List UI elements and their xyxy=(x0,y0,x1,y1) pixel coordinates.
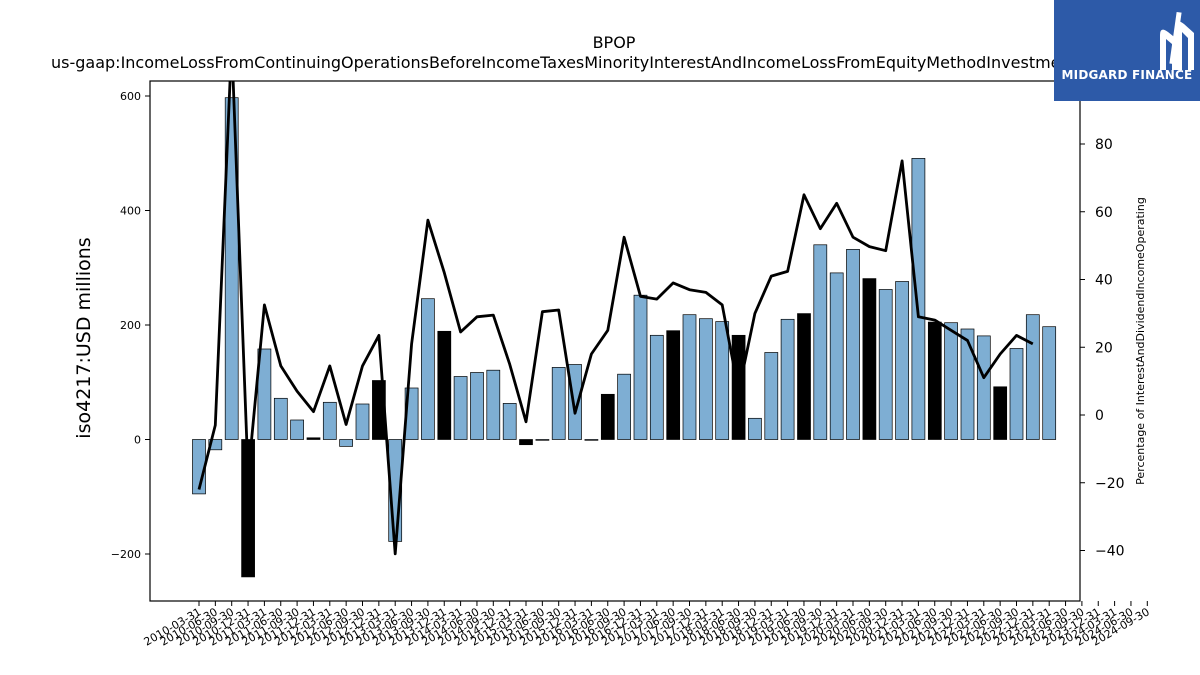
x-axis: 2010-03-312010-06-302010-09-302010-12-31… xyxy=(142,601,1152,649)
midgard-logo: MIDGARD FINANCE xyxy=(1054,0,1200,101)
bar xyxy=(633,294,648,440)
bar xyxy=(355,403,370,440)
bar xyxy=(764,352,779,440)
bar xyxy=(960,328,975,440)
line-series-path xyxy=(197,81,1034,556)
bar xyxy=(666,330,681,440)
y-tick-label: 0 xyxy=(134,434,141,447)
bar xyxy=(470,372,484,440)
bar xyxy=(421,298,435,440)
logo-text: MIDGARD FINANCE xyxy=(1061,68,1193,82)
bar xyxy=(1042,326,1057,440)
bar xyxy=(649,334,664,440)
bar xyxy=(1009,348,1024,440)
plot-frame xyxy=(149,80,1081,602)
bar xyxy=(290,419,304,440)
bars xyxy=(192,97,1057,578)
y-axis-label: iso4217:USD millions xyxy=(73,237,95,438)
bar xyxy=(895,281,909,440)
bar xyxy=(584,439,599,441)
y2-tick-label: 80 xyxy=(1095,137,1113,153)
bar xyxy=(535,439,550,441)
y2-tick-label: 40 xyxy=(1095,273,1113,289)
y-axis-right: −40 −20 0 20 40 60 80 xyxy=(1080,137,1125,560)
bar xyxy=(699,318,713,440)
chart-title: BPOP xyxy=(593,33,636,52)
y2-tick-label: 20 xyxy=(1095,340,1113,356)
bar xyxy=(339,439,353,447)
bar xyxy=(682,314,697,440)
y2-tick-label: −20 xyxy=(1095,476,1125,492)
y-axis-left: −200 0 200 400 600 xyxy=(111,90,150,561)
y2-tick-label: 0 xyxy=(1095,408,1104,424)
bar xyxy=(322,401,337,440)
y-tick-label: 400 xyxy=(120,205,141,218)
bar xyxy=(748,417,762,440)
bar xyxy=(944,322,958,440)
bar xyxy=(551,367,566,440)
bar xyxy=(927,321,942,440)
bar xyxy=(976,335,991,440)
bar xyxy=(519,439,533,446)
bar xyxy=(1025,314,1040,440)
bar xyxy=(797,313,811,440)
bar xyxy=(486,369,501,440)
bar xyxy=(453,376,468,440)
bar xyxy=(617,373,631,440)
chart-subtitle: us-gaap:IncomeLossFromContinuingOperatio… xyxy=(51,53,1085,72)
bar xyxy=(780,318,795,440)
bar xyxy=(208,439,223,451)
bar xyxy=(257,348,272,440)
bar xyxy=(224,97,239,440)
y2-axis-label: Percentage of InterestAndDividendIncomeO… xyxy=(1134,197,1147,485)
bar xyxy=(829,272,844,440)
bar xyxy=(715,321,730,440)
bar xyxy=(813,244,828,440)
bar xyxy=(437,330,452,440)
midgard-logo-icon xyxy=(1160,11,1194,71)
line-series xyxy=(197,81,1034,556)
bar xyxy=(273,397,288,440)
bar xyxy=(306,437,321,440)
bar xyxy=(502,403,517,440)
bar xyxy=(862,278,877,440)
bar xyxy=(911,158,926,440)
bar xyxy=(878,289,893,440)
y2-tick-label: −40 xyxy=(1095,544,1125,560)
bar xyxy=(846,249,860,440)
bar xyxy=(993,386,1008,440)
bar xyxy=(600,393,615,440)
y-tick-label: 600 xyxy=(120,90,141,103)
y-tick-label: 200 xyxy=(120,319,141,332)
y2-tick-label: 60 xyxy=(1095,205,1113,221)
y-tick-label: −200 xyxy=(111,548,141,561)
bar xyxy=(568,364,582,440)
